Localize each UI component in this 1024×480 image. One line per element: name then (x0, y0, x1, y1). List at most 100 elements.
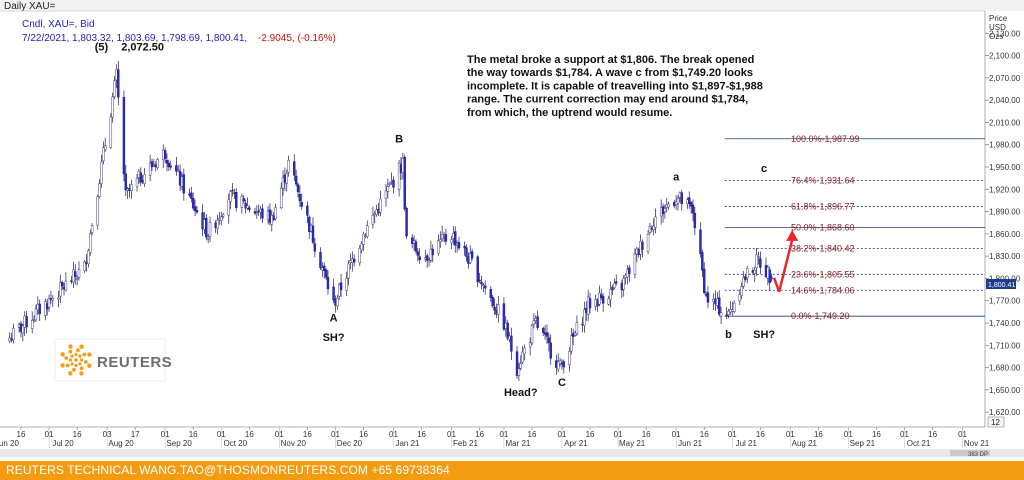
candle (64, 272, 68, 292)
candle (523, 344, 526, 361)
candle (536, 310, 539, 331)
scrollbar-status: 383 DP (968, 452, 988, 458)
candle (111, 92, 114, 123)
candle (12, 323, 15, 344)
fib-level-label: 0.0%-1,749.20 (791, 311, 850, 321)
candle (216, 214, 219, 235)
date-month-label: Jun 20 (0, 439, 19, 448)
last-price-box (986, 279, 1016, 289)
candle (476, 255, 479, 287)
price-tick-label: 1,770.00 (989, 297, 1021, 306)
candle (701, 249, 704, 278)
candle (633, 248, 637, 279)
date-month-label: Apr 21 (564, 439, 588, 448)
fibonacci-levels: 100.0%-1,987.99 76.4%-1,931.64 61.8%-1,896… (724, 134, 985, 321)
candle (298, 185, 302, 208)
title-bar (0, 0, 1024, 11)
horizontal-scrollbar[interactable] (0, 449, 1024, 457)
candle (484, 280, 487, 295)
candle (235, 188, 238, 212)
fib-level-label: 100.0%-1,987.99 (791, 134, 860, 144)
date-month-label: May 21 (619, 439, 646, 448)
candle (746, 265, 749, 284)
candle (545, 324, 549, 344)
candle (337, 282, 341, 301)
commentary-line: the way towards $1,784. A wave c from $1… (467, 67, 753, 79)
candle (150, 158, 154, 171)
wave-label: 2,072.50 (121, 41, 164, 53)
date-day-label: 01 (786, 430, 795, 439)
candle (332, 278, 335, 304)
date-day-label: 01 (389, 430, 398, 439)
candle (654, 208, 657, 234)
candle (38, 299, 41, 321)
candle (281, 170, 285, 196)
candle (324, 268, 328, 280)
fib-level-label: 61.8%-1,896.77 (791, 202, 855, 212)
candle (648, 222, 652, 235)
candle (98, 179, 101, 199)
date-day-label: 16 (586, 430, 595, 439)
candle (510, 327, 513, 360)
candle (611, 284, 614, 296)
candle (336, 294, 339, 310)
candle (221, 212, 225, 219)
candle (515, 346, 519, 379)
candle (542, 326, 545, 337)
candle (478, 272, 481, 284)
candle (738, 289, 741, 306)
scroll-controls[interactable]: 12 383 DP (0, 416, 1024, 458)
candle (506, 319, 509, 341)
candle (547, 332, 551, 352)
candle (285, 169, 288, 192)
candle (557, 353, 560, 373)
candle (676, 195, 680, 211)
date-day-label: 01 (217, 430, 226, 439)
date-day-label: 03 (103, 430, 112, 439)
candle (480, 275, 483, 290)
candle (530, 323, 534, 346)
scale-box[interactable] (987, 416, 1005, 428)
candle (517, 362, 521, 382)
candle (308, 215, 311, 239)
candle (117, 60, 120, 106)
candle (437, 234, 440, 256)
candle (253, 207, 257, 216)
projection-arrow (772, 229, 799, 293)
candle (431, 244, 434, 263)
candle (113, 75, 116, 100)
footer-bar: REUTERS TECHNICAL WANG.TAO@THOSMONREUTER… (0, 461, 1024, 480)
candle (416, 248, 420, 262)
commentary-block: The metal broke a support at $1,806. The… (467, 54, 763, 119)
candle (663, 204, 667, 219)
candle (274, 203, 277, 221)
price-tick-label: 2,010.00 (989, 118, 1021, 127)
wave-label: A (330, 313, 338, 325)
candle (175, 156, 178, 176)
candle (379, 190, 382, 217)
candle (229, 190, 232, 210)
candle (96, 194, 99, 230)
date-month-label: Nov 20 (281, 439, 307, 448)
price-tick-label: 1,950.00 (989, 163, 1021, 172)
candle (300, 193, 303, 210)
date-day-label: 01 (672, 430, 681, 439)
commentary-line: The metal broke a support at $1,806. The… (467, 54, 754, 66)
candle (205, 214, 208, 241)
fib-level-label: 50.0%-1,868.60 (791, 222, 855, 232)
date-month-label: Mar 21 (505, 439, 530, 448)
candle (366, 220, 369, 239)
candle (693, 206, 697, 236)
candle (362, 231, 365, 252)
wave-label: SH? (323, 332, 345, 344)
candle (326, 270, 330, 295)
date-month-label: Aug 20 (108, 439, 134, 448)
ohlc-readout: 7/22/2021, 1,803.32, 1,803.69, 1,798.69,… (22, 33, 247, 44)
scrollbar-thumb[interactable] (950, 450, 990, 456)
last-price-value: 1,800.41 (988, 282, 1015, 289)
candle (444, 228, 448, 245)
candle (248, 205, 251, 213)
price-tick-label: 1,740.00 (989, 319, 1021, 328)
fib-level-label: 23.6%-1,805.55 (791, 269, 855, 279)
